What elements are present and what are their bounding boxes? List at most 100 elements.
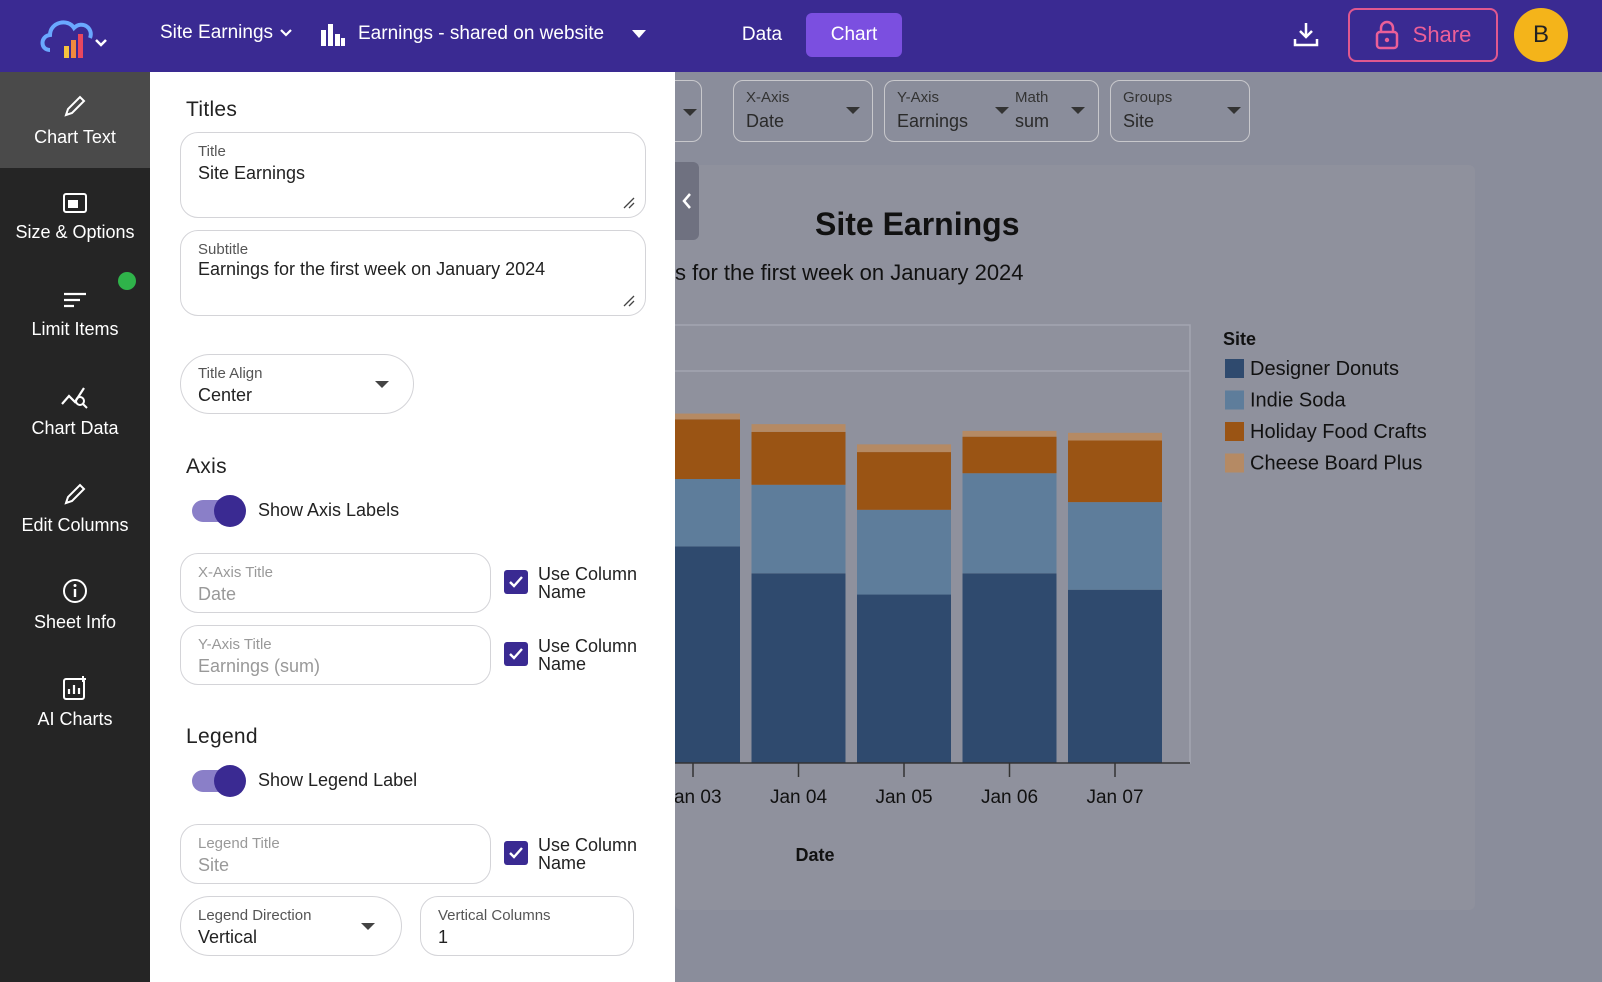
legend-title-value: Site <box>198 855 230 875</box>
resize-handle-icon[interactable] <box>623 197 635 209</box>
nav-label: Limit Items <box>31 318 119 339</box>
tab-chart[interactable]: Chart <box>806 13 902 57</box>
axis-heading: Axis <box>186 455 227 478</box>
resize-handle-icon[interactable] <box>623 295 635 307</box>
bar-segment[interactable] <box>751 431 846 485</box>
nav-label: Chart Data <box>31 417 119 438</box>
x-tick-label: Jan 05 <box>875 787 932 808</box>
nav-edit-columns[interactable]: Edit Columns <box>0 460 150 556</box>
share-label: Share <box>1412 22 1472 47</box>
left-nav: Chart Text Size & Options Limit Items Ch… <box>0 72 150 982</box>
legend-swatch <box>1225 422 1244 441</box>
y-axis-title-value: Earnings (sum) <box>198 656 321 676</box>
nav-chart-text[interactable]: Chart Text <box>0 72 150 168</box>
x-tick-label: Jan 04 <box>770 787 827 808</box>
show-axis-labels-toggle[interactable] <box>192 495 246 527</box>
bar-segment[interactable] <box>751 573 846 763</box>
bar-segment[interactable] <box>751 424 846 432</box>
bar-segment[interactable] <box>962 473 1057 574</box>
chart-selector[interactable]: Earnings - shared on website <box>320 22 647 46</box>
name-line: Name <box>538 582 587 602</box>
bar-segment[interactable] <box>1068 589 1162 763</box>
caret-down-icon <box>375 381 389 388</box>
show-legend-label-toggle[interactable] <box>192 765 246 797</box>
y-axis-value: Earnings <box>897 111 969 131</box>
cloud-chart-logo-icon <box>40 20 107 58</box>
bar-segment[interactable] <box>962 573 1057 763</box>
title-align-select[interactable]: Title Align Center <box>180 354 414 414</box>
nav-label: AI Charts <box>37 708 113 729</box>
x-axis-title: Date <box>795 845 834 865</box>
legend-direction-select[interactable]: Legend Direction Vertical <box>180 896 402 956</box>
legend-swatch <box>1225 390 1244 410</box>
y-axis-use-column-checkbox[interactable] <box>504 642 528 666</box>
chart-add-icon <box>63 675 86 700</box>
lock-icon <box>1375 20 1398 50</box>
share-button[interactable]: Share <box>1348 8 1498 62</box>
x-axis-use-column-checkbox[interactable] <box>504 570 528 594</box>
tab-data[interactable]: Data <box>741 24 783 45</box>
groups-value: Site <box>1123 111 1155 131</box>
bar-segment[interactable] <box>857 509 951 595</box>
nav-sheet-info[interactable]: Sheet Info <box>0 557 150 653</box>
bar-segment[interactable] <box>857 594 951 763</box>
info-icon <box>63 578 87 603</box>
legend-item-label[interactable]: Holiday Food Crafts <box>1250 421 1427 443</box>
bar-segment[interactable] <box>675 546 740 763</box>
nav-size-options[interactable]: Size & Options <box>0 169 150 265</box>
bar-segment[interactable] <box>675 413 740 420</box>
legend-title: Site <box>1223 329 1256 349</box>
chevron-left-icon <box>682 193 691 209</box>
bar-segment[interactable] <box>1068 440 1162 503</box>
title-align-value: Center <box>198 385 253 405</box>
bar-segment[interactable] <box>962 430 1057 437</box>
nav-limit-items[interactable]: Limit Items <box>0 266 150 362</box>
legend-item-label[interactable]: Designer Donuts <box>1250 358 1399 380</box>
legend-item-label[interactable]: Cheese Board Plus <box>1250 453 1422 475</box>
bar-segment[interactable] <box>1068 502 1162 590</box>
math-value[interactable]: sum <box>1015 111 1050 131</box>
nav-label: Sheet Info <box>33 611 117 632</box>
title-field-label: Title <box>198 143 226 160</box>
vertical-columns-value: 1 <box>438 927 449 947</box>
legend-item-label[interactable]: Indie Soda <box>1250 390 1347 412</box>
bar-segment[interactable] <box>1068 432 1162 441</box>
bar-segment[interactable] <box>751 484 846 574</box>
title-field[interactable]: Title Site Earnings <box>180 132 646 218</box>
app-logo[interactable] <box>38 10 110 62</box>
chart-subtitle: s for the first week on January 2024 <box>675 260 1024 285</box>
x-axis-title-field[interactable]: X-Axis Title Date <box>180 553 491 613</box>
bar-segment[interactable] <box>675 419 740 480</box>
download-icon[interactable] <box>1292 20 1320 53</box>
legend: Site Designer Donuts Indie Soda Holiday Foo… <box>1223 329 1427 475</box>
chevron-down-icon <box>280 29 292 37</box>
y-axis-title-field[interactable]: Y-Axis Title Earnings (sum) <box>180 625 491 685</box>
bar-segment[interactable] <box>962 436 1057 474</box>
x-axis-dropdown[interactable]: X-Axis Date <box>733 80 873 142</box>
y-axis-title-label: Y-Axis Title <box>198 636 272 653</box>
caret-down-icon <box>361 923 375 930</box>
legend-use-column-checkbox[interactable] <box>504 841 528 865</box>
top-bar: Site Earnings Earnings - shared on websi… <box>0 0 1602 72</box>
checkmark-icon <box>509 576 523 588</box>
show-legend-label-label: Show Legend Label <box>258 770 418 790</box>
collapse-panel-button[interactable] <box>675 162 699 240</box>
subtitle-field[interactable]: Subtitle Earnings for the first week on … <box>180 230 646 316</box>
groups-dropdown[interactable]: Groups Site <box>1110 80 1250 142</box>
legend-title-field[interactable]: Legend Title Site <box>180 824 491 884</box>
nav-ai-charts[interactable]: AI Charts <box>0 654 150 750</box>
bar-segment[interactable] <box>857 452 951 510</box>
sheet-selector[interactable]: Site Earnings <box>160 22 293 44</box>
bar-segment[interactable] <box>675 479 740 547</box>
y-axis-dropdown[interactable]: Y-Axis Earnings Math sum <box>884 80 1099 142</box>
bar-segment[interactable] <box>857 444 951 453</box>
x-axis-use-column-label: Use Column Name <box>538 565 658 601</box>
chart-text-panel: Titles Title Site Earnings Subtitle Earn… <box>150 72 675 982</box>
nav-chart-data[interactable]: Chart Data <box>0 363 150 459</box>
avatar[interactable]: B <box>1514 8 1568 62</box>
toggle-knob <box>214 765 246 797</box>
subtitle-field-value: Earnings for the first week on January 2… <box>198 259 546 279</box>
use-column-line: Use Column <box>538 564 638 584</box>
chart-search-icon <box>61 386 88 409</box>
vertical-columns-field[interactable]: Vertical Columns 1 <box>420 896 634 956</box>
